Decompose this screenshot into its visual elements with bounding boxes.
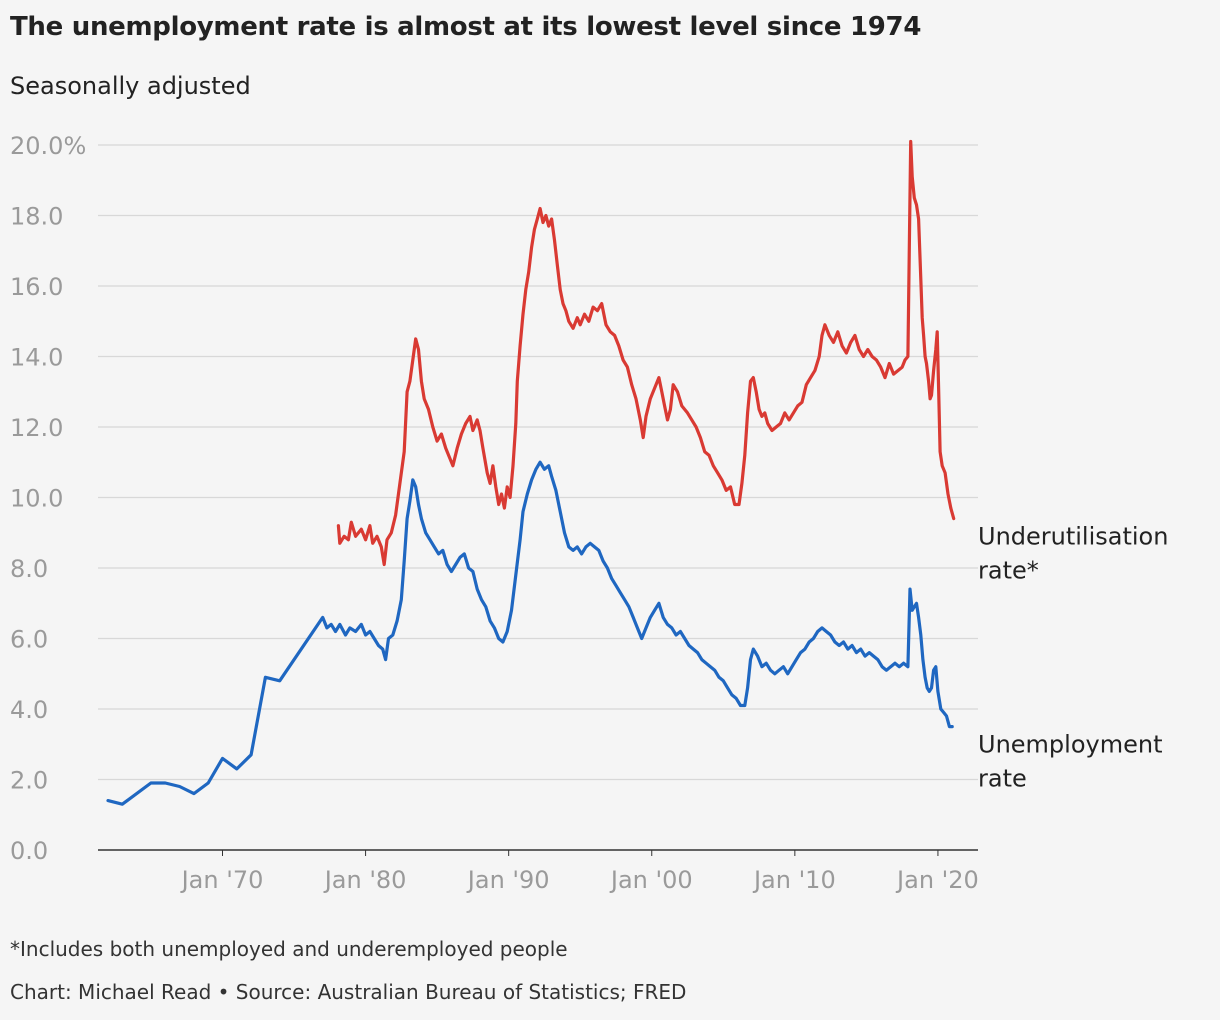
series-labels: Underutilisation rate* Unemployment rate [978,523,1168,793]
x-tick-label: Jan '70 [180,866,264,894]
series-lines [106,139,956,806]
source-credit: Chart: Michael Read • Source: Australian… [10,980,687,1004]
y-tick-label: 6.0 [10,626,48,654]
x-tick-label: Jan '20 [895,866,979,894]
underutilisation-label: Underutilisation [978,523,1168,551]
y-tick-label: 2.0 [10,767,48,795]
y-tick-label: 12.0 [10,414,63,442]
y-tick-label: 20.0% [10,132,86,160]
chart-subtitle: Seasonally adjusted [10,72,251,100]
footnote: *Includes both unemployed and underemplo… [10,937,568,961]
x-axis-tick-labels: Jan '70 Jan '80 Jan '90 Jan '00 Jan '10 Jan '… [180,850,979,894]
underutilisation-rate-line [336,139,956,567]
x-tick-label: Jan '10 [752,866,836,894]
gridlines [98,144,978,851]
unemployment-label: rate [978,765,1027,793]
chart-title: The unemployment rate is almost at its l… [10,12,922,42]
x-tick-label: Jan '00 [609,866,693,894]
y-tick-label: 16.0 [10,273,63,301]
x-tick-label: Jan '90 [466,866,550,894]
y-axis-tick-labels: 20.0% 18.0 16.0 14.0 12.0 10.0 8.0 6.0 4.0 2.0 0.0 [10,132,86,865]
underutilisation-label: rate* [978,557,1039,585]
y-tick-label: 18.0 [10,203,63,231]
x-tick-label: Jan '80 [323,866,407,894]
unemployment-label: Unemployment [978,731,1162,759]
y-tick-label: 0.0 [10,837,48,865]
y-tick-label: 4.0 [10,696,48,724]
unemployment-rate-line [106,460,954,806]
y-tick-label: 8.0 [10,555,48,583]
y-tick-label: 10.0 [10,485,63,513]
y-tick-label: 14.0 [10,344,63,372]
